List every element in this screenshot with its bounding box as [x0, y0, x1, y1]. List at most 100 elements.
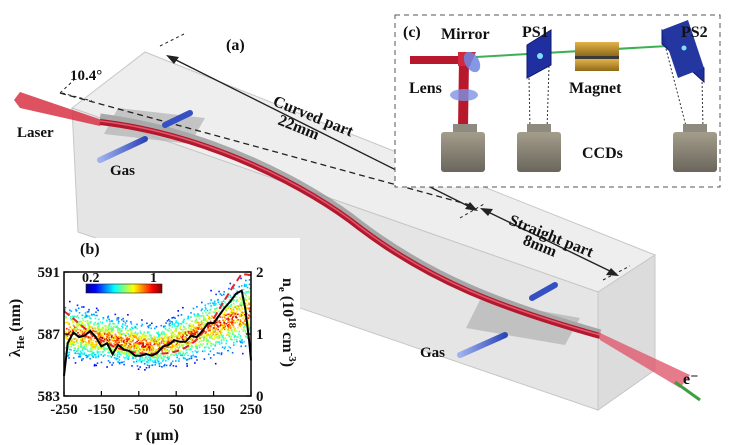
- heatmap-pixel: [207, 333, 210, 335]
- ccd-camera-3: [673, 124, 717, 172]
- heatmap-pixel: [69, 317, 72, 320]
- heatmap-pixel: [199, 324, 202, 326]
- heatmap-pixel: [139, 358, 141, 361]
- heatmap-pixel: [157, 345, 160, 347]
- heatmap-pixel: [228, 313, 230, 316]
- heatmap-pixel: [85, 330, 88, 332]
- heatmap-pixel: [127, 352, 129, 354]
- heatmap-pixel: [200, 315, 203, 317]
- heatmap-pixel: [121, 330, 123, 332]
- heatmap-pixel: [243, 323, 246, 326]
- heatmap-pixel: [232, 287, 235, 290]
- heatmap-pixel: [200, 321, 202, 323]
- heatmap-pixel: [157, 344, 159, 346]
- heatmap-pixel: [189, 323, 191, 325]
- heatmap-pixel: [112, 331, 114, 334]
- y-right-unit: (10: [279, 292, 296, 317]
- heatmap-pixel: [69, 315, 72, 318]
- heatmap-pixel: [76, 304, 79, 307]
- heatmap-pixel: [219, 316, 221, 318]
- magnet-top: [575, 42, 619, 56]
- heatmap-pixel: [90, 343, 92, 345]
- y-right-main: n: [279, 278, 296, 287]
- heatmap-pixel: [227, 296, 230, 298]
- heatmap-pixel: [248, 330, 251, 332]
- heatmap-pixel: [210, 332, 212, 335]
- heatmap-pixel: [248, 298, 250, 300]
- heatmap-pixel: [102, 326, 104, 329]
- heatmap-pixel: [245, 284, 248, 286]
- heatmap-pixel: [196, 344, 198, 346]
- colorbar-max-label: 1: [150, 271, 157, 286]
- heatmap-pixel: [147, 359, 150, 362]
- heatmap-pixel: [79, 343, 82, 346]
- heatmap-pixel: [182, 306, 184, 309]
- heatmap-pixel: [79, 355, 81, 358]
- heatmap-pixel: [204, 306, 207, 308]
- heatmap-pixel: [136, 345, 139, 348]
- heatmap-pixel: [205, 339, 208, 342]
- heatmap-pixel: [157, 336, 159, 338]
- heatmap-pixel: [118, 359, 121, 361]
- heatmap-pixel: [76, 322, 78, 324]
- heatmap-pixel: [200, 319, 203, 322]
- heatmap-pixel: [212, 329, 214, 332]
- heatmap-pixel: [115, 340, 117, 342]
- heatmap-pixel: [198, 346, 201, 349]
- heatmap-pixel: [246, 286, 249, 289]
- heatmap-pixel: [242, 330, 245, 332]
- heatmap-pixel: [68, 334, 71, 336]
- heatmap-pixel: [87, 350, 89, 352]
- heatmap-pixel: [135, 347, 137, 349]
- gas-arrow-bottom-in: [457, 332, 508, 358]
- heatmap-pixel: [237, 319, 239, 321]
- heatmap-pixel: [109, 351, 111, 353]
- heatmap-pixel: [227, 315, 230, 318]
- heatmap-pixel: [232, 307, 235, 310]
- heatmap-pixel: [124, 344, 126, 347]
- heatmap-pixel: [235, 307, 238, 310]
- heatmap-pixel: [197, 350, 199, 353]
- heatmap-pixel: [154, 361, 157, 363]
- heatmap-pixel: [154, 350, 157, 353]
- heatmap-pixel: [95, 355, 97, 358]
- heatmap-pixel: [205, 308, 207, 310]
- heatmap-pixel: [120, 344, 122, 346]
- heatmap-pixel: [102, 332, 104, 335]
- heatmap-pixel: [240, 296, 243, 298]
- heatmap-pixel: [155, 336, 158, 339]
- angle-label: 10.4°: [70, 68, 102, 84]
- heatmap-pixel: [92, 341, 94, 344]
- heatmap-pixel: [130, 349, 133, 352]
- heatmap-pixel: [82, 336, 84, 339]
- heatmap-pixel: [100, 341, 103, 344]
- heatmap-pixel: [66, 338, 69, 340]
- heatmap-pixel: [211, 315, 214, 318]
- heatmap-pixel: [78, 334, 81, 336]
- heatmap-pixel: [160, 342, 163, 344]
- heatmap-pixel: [94, 343, 97, 346]
- heatmap-pixel: [104, 347, 106, 350]
- heatmap-pixel: [113, 339, 116, 342]
- heatmap-pixel: [127, 314, 129, 316]
- heatmap-pixel: [124, 357, 126, 359]
- heatmap-pixel: [170, 332, 172, 334]
- heatmap-pixel: [176, 325, 179, 328]
- heatmap-pixel: [179, 333, 182, 335]
- heatmap-pixel: [188, 333, 191, 336]
- heatmap-pixel: [202, 312, 204, 315]
- heatmap-pixel: [75, 316, 78, 318]
- heatmap-pixel: [171, 332, 174, 335]
- heatmap-pixel: [92, 322, 95, 325]
- heatmap-pixel: [192, 329, 194, 331]
- heatmap-pixel: [138, 356, 141, 358]
- heatmap-pixel: [103, 337, 106, 340]
- heatmap-pixel: [119, 351, 122, 353]
- heatmap-pixel: [143, 332, 145, 335]
- heatmap-pixel: [132, 337, 134, 339]
- heatmap-pixel: [75, 308, 77, 311]
- heatmap-pixel: [76, 338, 79, 341]
- heatmap-pixel: [179, 335, 182, 338]
- heatmap-pixel: [188, 341, 190, 343]
- heatmap-pixel: [191, 339, 194, 341]
